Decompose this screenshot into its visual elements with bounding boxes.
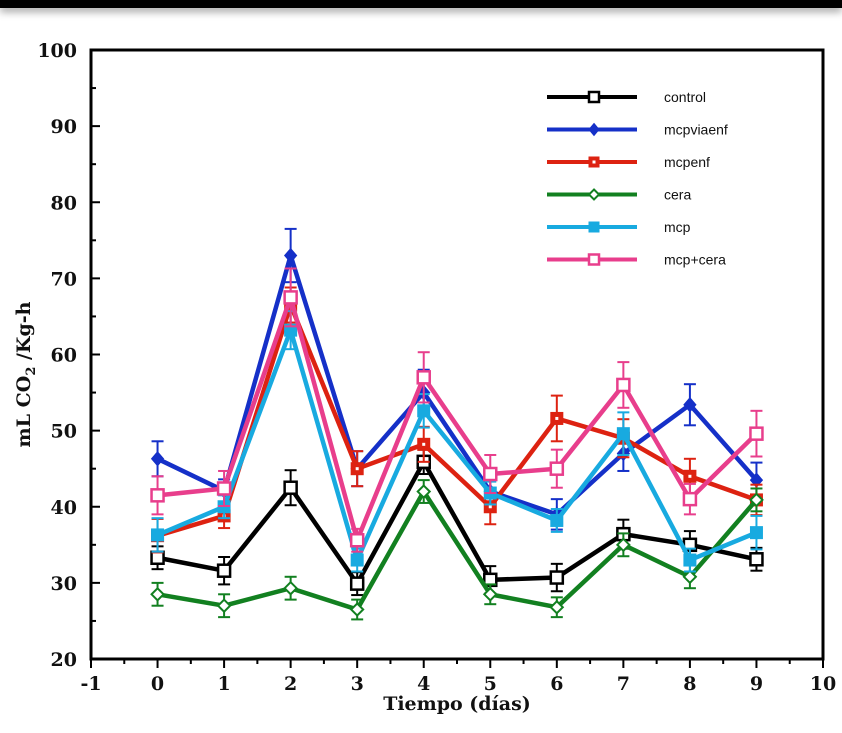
series-line [156,323,758,567]
data-point [150,488,165,503]
data-point [749,552,764,567]
legend-label: mcpenf [664,154,710,170]
data-point [349,532,365,548]
series-layer [150,227,764,621]
y-tick-label: 50 [51,421,77,443]
y-tick-label: 70 [51,268,77,290]
data-point [683,396,697,413]
series-line [157,487,759,613]
y-axis-title: mL CO2 /Kg-h [13,301,39,447]
legend-marker [588,122,600,137]
legend-label: mcp [664,219,691,235]
x-tick-label: 10 [810,673,836,695]
data-point-dot [422,442,426,446]
data-point [749,492,764,508]
axes: -1 0 1 2 3 4 5 6 7 8 9 10 20 30 40 50 60 70 80 90 100 [37,40,836,695]
data-point [749,526,763,540]
legend-item: mcp [547,219,691,235]
x-tick-label: 3 [351,673,364,695]
data-point [350,553,364,567]
y-tick-label: 40 [51,497,77,519]
data-point [749,426,764,441]
x-tick-label: 6 [550,673,563,695]
legend-item: mcp+cera [547,252,726,268]
x-tick-label: 1 [217,673,230,695]
x-tick-label: 7 [617,673,630,695]
data-point [216,563,232,578]
data-point [417,404,431,418]
data-point [482,586,498,602]
data-point [283,290,298,305]
legend-marker [588,221,600,233]
y-tick-label: 30 [51,573,77,595]
data-point [349,576,365,591]
legend-item: cera [547,187,691,203]
legend-label: mcp+cera [664,252,726,268]
y-axis-title-sub: 2 [24,367,39,376]
data-point [283,580,299,596]
x-tick-label: 2 [284,673,297,695]
x-tick-label: -1 [80,673,101,695]
y-tick-label: 60 [51,345,77,367]
data-point [349,602,365,617]
y-axis-title-post: /Kg-h [13,301,35,366]
x-tick-label: 4 [417,673,430,695]
data-point-dot [488,505,492,509]
data-point [549,570,565,585]
legend-item: mcpviaenf [547,122,728,138]
data-point-dot [688,474,692,478]
legend: control mcpviaenf mcpenf cera mcp mcp+cera [547,89,728,268]
legend-marker [587,253,601,266]
legend-marker-dot [592,160,596,164]
y-tick-label: 100 [37,40,77,62]
series-line [157,289,759,548]
data-point [616,377,631,393]
data-point-dot [355,467,359,471]
data-point [150,586,165,602]
legend-label: control [664,89,706,105]
legend-marker [587,90,601,104]
window-top-bar [0,0,842,8]
data-point [283,480,298,495]
x-tick-label: 0 [151,673,164,695]
data-point [682,569,698,585]
series-mcp-plus-cera [150,267,764,553]
x-tick-label: 5 [484,673,497,695]
series-mcpviaenf [150,227,764,531]
data-point [550,513,564,527]
series-line [156,247,759,517]
data-point [549,599,565,615]
legend-marker [587,188,601,201]
data-point [616,427,630,441]
y-tick-label: 20 [51,649,77,671]
data-point [416,370,431,385]
data-point [216,481,232,496]
x-tick-label: 8 [683,673,696,695]
data-point [683,553,697,567]
x-axis-title: Tiempo (días) [383,693,531,715]
series-control [150,448,764,597]
data-point [150,550,165,566]
data-point [549,461,565,476]
y-axis-title-pre: mL CO [13,376,35,448]
series-line [156,298,758,538]
data-point [216,598,232,614]
data-point-dot [555,416,559,420]
data-point [682,491,698,507]
data-point [615,537,631,553]
x-tick-label: 9 [750,673,763,695]
legend-item: mcpenf [547,154,710,170]
data-point [416,484,432,499]
data-point [283,247,298,264]
data-point [483,466,498,482]
y-tick-label: 80 [51,192,77,214]
legend-label: mcpviaenf [664,122,728,138]
legend-item: control [547,89,706,105]
data-point [150,451,165,467]
legend-label: cera [664,187,691,203]
series-line [157,457,757,588]
y-tick-label: 90 [51,116,77,138]
data-point [151,528,165,542]
